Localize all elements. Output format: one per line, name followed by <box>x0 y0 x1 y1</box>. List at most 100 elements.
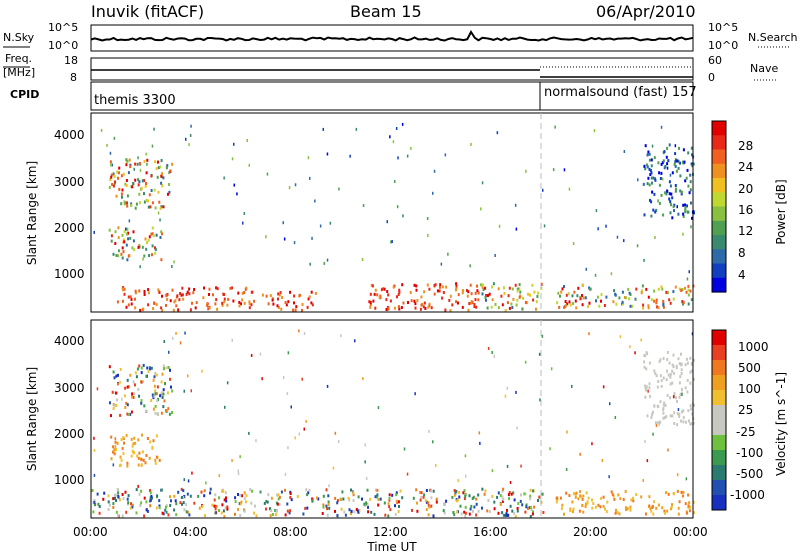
power-cell <box>208 287 211 291</box>
velocity-colorbar-label: Velocity [m s^-1] <box>774 372 788 476</box>
power-cell <box>157 166 160 170</box>
velocity-cell <box>659 358 662 362</box>
power-cell <box>461 289 464 292</box>
power-cell <box>115 253 118 257</box>
velocity-cell <box>671 503 673 507</box>
velocity-cell <box>681 393 683 396</box>
velocity-cell <box>93 448 96 452</box>
velocity-cell <box>112 445 115 449</box>
beam-title: Beam 15 <box>350 2 422 21</box>
power-cell <box>484 286 487 290</box>
power-cell <box>552 168 555 172</box>
power-cell <box>457 293 460 297</box>
power-cell <box>556 301 559 305</box>
velocity-cell <box>670 507 672 511</box>
power-cell <box>605 224 607 228</box>
power-cell <box>669 301 672 305</box>
velocity-cell <box>669 382 672 386</box>
power-cell <box>150 174 153 178</box>
power-cell <box>674 164 677 168</box>
power-cell <box>668 143 671 147</box>
velocity-cell <box>290 405 292 409</box>
velocity-cell <box>665 491 668 495</box>
velocity-cell <box>234 500 237 504</box>
velocity-cell <box>221 489 223 493</box>
power-cell <box>391 240 393 243</box>
power-cell <box>121 188 124 192</box>
velocity-cell <box>98 505 101 508</box>
power-cell <box>650 298 653 302</box>
power-colorbar-swatch <box>712 178 726 193</box>
power-cell <box>597 227 599 231</box>
velocity-cell <box>529 515 532 518</box>
velocity-cell <box>160 411 163 415</box>
velocity-cell <box>141 450 144 454</box>
velocity-cell <box>656 385 659 389</box>
power-cell <box>669 173 672 177</box>
power-cell <box>138 180 141 184</box>
power-cell <box>455 287 458 291</box>
velocity-cell <box>458 490 460 494</box>
velocity-cell <box>524 492 527 496</box>
velocity-cell <box>146 366 149 370</box>
velocity-cell <box>113 493 116 497</box>
power-cell <box>449 309 452 313</box>
power-cell <box>385 298 388 302</box>
velocity-cell <box>350 509 353 513</box>
velocity-cell <box>239 493 242 497</box>
velocity-cell <box>644 387 647 391</box>
power-cell <box>672 297 675 301</box>
power-cell <box>248 300 251 304</box>
velocity-cell <box>652 512 655 516</box>
power-cell <box>512 297 515 301</box>
power-cell <box>647 150 650 154</box>
power-cell <box>686 204 688 208</box>
power-cell <box>410 299 413 303</box>
velocity-cell <box>358 509 361 512</box>
power-cell <box>559 294 561 298</box>
velocity-cell <box>579 452 581 456</box>
velocity-cell <box>501 495 504 499</box>
velocity-colorbar-swatch <box>712 450 726 466</box>
velocity-cell <box>226 507 229 511</box>
power-cell <box>516 289 519 293</box>
power-cell <box>396 205 399 209</box>
velocity-cell <box>375 488 377 492</box>
power-cell <box>613 289 616 293</box>
velocity-cell <box>394 512 397 516</box>
power-cell <box>100 128 103 132</box>
power-cell <box>439 283 442 287</box>
velocity-cell <box>188 513 191 517</box>
power-cell <box>662 213 665 217</box>
power-cell <box>536 295 539 298</box>
velocity-cell <box>117 491 120 495</box>
power-cell <box>413 299 416 303</box>
velocity-cell <box>251 489 253 493</box>
velocity-cell <box>263 501 266 505</box>
power-cell <box>380 288 383 292</box>
power-cell <box>310 290 313 294</box>
velocity-cell <box>430 496 433 500</box>
power-cell <box>382 287 385 291</box>
vel-ytick-2000: 2000 <box>54 427 85 441</box>
velocity-cell <box>388 505 391 509</box>
velocity-cell <box>267 493 270 497</box>
velocity-cell <box>471 497 474 500</box>
power-cell <box>600 293 603 297</box>
velocity-cell <box>149 489 151 492</box>
power-colorbar-swatch <box>712 192 726 208</box>
velocity-cell <box>165 510 168 514</box>
velocity-cell <box>423 493 426 497</box>
velocity-cell <box>537 499 539 502</box>
power-cell <box>294 183 297 187</box>
power-cell <box>469 264 471 268</box>
velocity-cell <box>136 454 139 458</box>
velocity-cell <box>635 493 638 496</box>
velocity-cell <box>672 371 675 375</box>
velocity-cell <box>505 512 508 516</box>
power-cell <box>660 171 663 175</box>
velocity-cell <box>147 370 150 373</box>
velocity-cell <box>352 499 355 502</box>
power-cell <box>644 144 647 148</box>
velocity-cell <box>667 373 670 377</box>
